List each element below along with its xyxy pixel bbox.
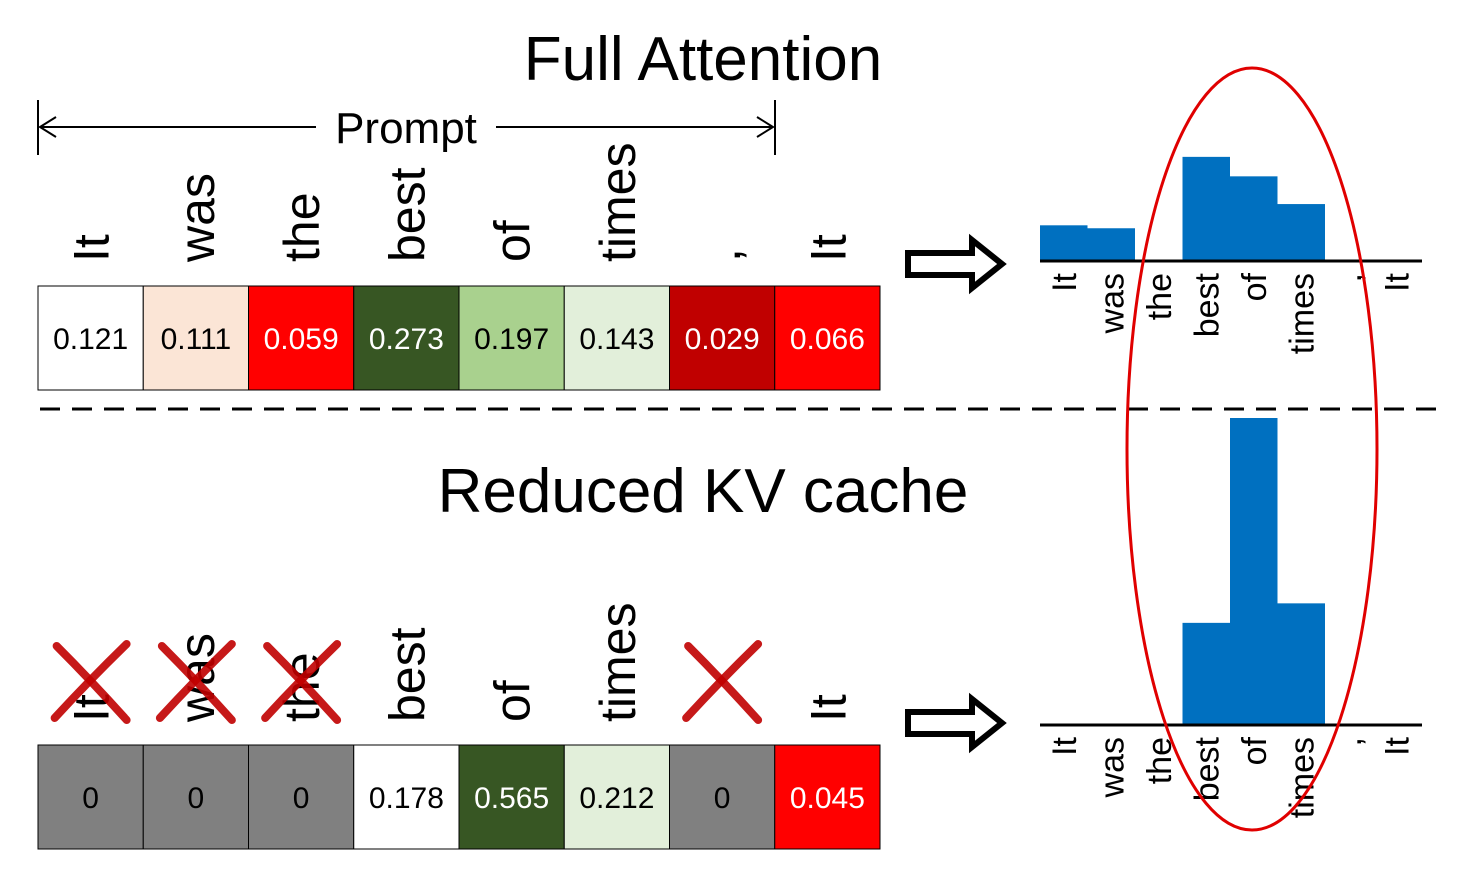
- x-tick-label: of: [1236, 736, 1274, 765]
- score-value: 0.212: [579, 782, 654, 815]
- score-cell: 0.111: [142, 285, 249, 391]
- score-value: 0: [82, 782, 99, 815]
- full-attention-tokens: It was the best of times, It: [64, 143, 857, 263]
- score-cell: 0: [669, 744, 776, 850]
- x-tick-label: It: [1378, 272, 1416, 291]
- score-value: 0: [714, 782, 731, 815]
- token-label: It: [800, 234, 856, 262]
- evicted-token-crosses: [50, 640, 763, 724]
- full-attention-title: Full Attention: [524, 25, 882, 94]
- x-tick-label: of: [1236, 272, 1274, 301]
- score-cell: 0.178: [353, 744, 460, 850]
- score-value: 0.029: [685, 323, 760, 356]
- token-label: of: [485, 220, 541, 262]
- token-label: It: [64, 234, 120, 262]
- hollow-right-arrow-icon: [905, 692, 1007, 754]
- score-value: 0: [188, 782, 205, 815]
- score-value: 0.178: [369, 782, 444, 815]
- score-value: 0: [293, 782, 310, 815]
- token-label: ,: [695, 248, 751, 262]
- x-tick-label: It: [1378, 736, 1416, 755]
- token-label: was: [169, 173, 225, 263]
- bar: [1230, 418, 1278, 725]
- red-x-cross-icon: [50, 640, 131, 724]
- score-cell: 0.565: [458, 744, 565, 850]
- bar: [1087, 228, 1135, 261]
- score-cell: 0.045: [774, 744, 881, 850]
- token-label: the: [274, 192, 330, 262]
- token-label: best: [379, 167, 435, 262]
- score-value: 0.045: [790, 782, 865, 815]
- red-x-cross-icon: [682, 640, 763, 724]
- score-cell: 0.121: [37, 285, 144, 391]
- full-attention-bar-chart: It was the best of times, It: [1040, 156, 1422, 354]
- red-x-cross-icon: [261, 640, 342, 724]
- score-cell: 0: [37, 744, 144, 850]
- x-tick-label: It: [1046, 736, 1084, 755]
- score-cell: 0.197: [458, 285, 565, 391]
- full-attention-score-row: 0.121 0.111 0.059 0.273 0.197 0.143 0.029 0.066: [37, 285, 881, 391]
- token-label: times: [590, 603, 646, 722]
- red-x-cross-icon: [155, 640, 236, 724]
- reduced-kv-bar-chart: It was the best of times, It: [1040, 418, 1422, 818]
- x-tick-label: best: [1188, 736, 1226, 801]
- bar: [1040, 225, 1088, 261]
- x-tick-label: the: [1141, 273, 1179, 320]
- x-tick-label: was: [1093, 273, 1131, 334]
- highlight-ellipse: [1125, 66, 1379, 832]
- score-cell: 0.212: [563, 744, 670, 850]
- reduced-kv-score-row: 0 0 0 0.178 0.565 0.212 0 0.045: [37, 744, 881, 850]
- score-cell: 0.273: [353, 285, 460, 391]
- prompt-bracket: [37, 100, 776, 155]
- bar: [1277, 204, 1325, 261]
- token-label: It: [800, 694, 856, 722]
- score-value: 0.565: [474, 782, 549, 815]
- score-value: 0.066: [790, 323, 865, 356]
- token-label: of: [485, 680, 541, 722]
- x-tick-label: ,: [1331, 737, 1369, 746]
- score-value: 0.143: [579, 323, 654, 356]
- score-value: 0.121: [53, 323, 128, 356]
- x-tick-label: times: [1283, 273, 1321, 354]
- x-tick-label: best: [1188, 272, 1226, 337]
- bar: [1230, 176, 1278, 261]
- score-value: 0.273: [369, 323, 444, 356]
- x-tick-label: It: [1046, 272, 1084, 291]
- score-cell: 0.029: [669, 285, 776, 391]
- score-value: 0.059: [264, 323, 339, 356]
- reduced-kv-title: Reduced KV cache: [438, 457, 969, 526]
- x-tick-label: was: [1093, 737, 1131, 798]
- x-tick-label: ,: [1331, 273, 1369, 282]
- bar: [1182, 622, 1230, 725]
- score-cell: 0: [248, 744, 355, 850]
- prompt-label: Prompt: [335, 104, 477, 153]
- score-value: 0.197: [474, 323, 549, 356]
- bar: [1277, 603, 1325, 725]
- score-cell: 0.059: [248, 285, 355, 391]
- token-label: best: [379, 627, 435, 722]
- hollow-right-arrow-icon: [905, 233, 1007, 295]
- score-cell: 0: [142, 744, 249, 850]
- bar: [1182, 156, 1230, 261]
- token-label: times: [590, 143, 646, 262]
- score-value: 0.111: [161, 323, 232, 356]
- score-cell: 0.066: [774, 285, 881, 391]
- score-cell: 0.143: [563, 285, 670, 391]
